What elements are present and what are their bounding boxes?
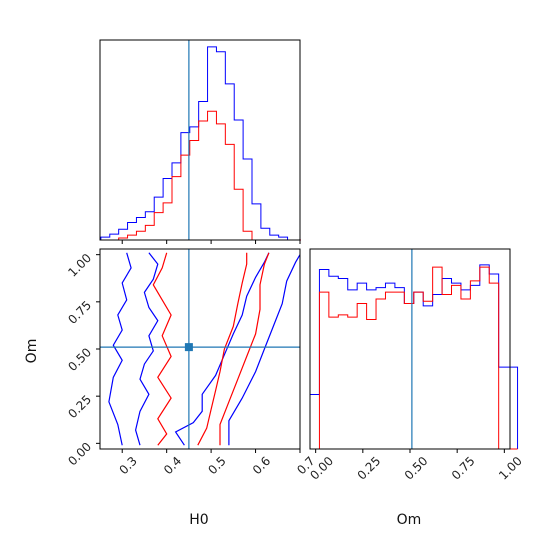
- om-hist-series-red: [310, 266, 518, 450]
- h0-histogram-panel: [99, 39, 301, 244]
- truth-point-marker: [184, 343, 193, 352]
- om-hist-xtick-label: 1.00: [496, 454, 525, 483]
- h0-hist-series-red: [100, 110, 301, 241]
- om-hist-xtick-label: 0.25: [355, 454, 384, 483]
- h0-om-contour-panel: 0.3 0.4 0.5 0.6 0.70.000.250.500.751.00: [65, 248, 318, 477]
- contour-ytick-label: 0.00: [65, 440, 94, 469]
- contour-red-level-1: [152, 252, 172, 446]
- om-marginal-axis-label: Om: [397, 512, 422, 528]
- contour-blue-level-4: [228, 254, 301, 446]
- om-hist-xtick-label: 0.50: [402, 454, 431, 483]
- contour-blue-level-1: [134, 252, 159, 446]
- contour-red-level-2: [197, 252, 248, 446]
- om-axis-label: Om: [24, 339, 40, 364]
- contour-ytick-label: 0.25: [65, 392, 94, 421]
- om-hist-xtick-label: 0.75: [449, 454, 478, 483]
- contour-blue-level-3: [108, 252, 132, 446]
- contour-xtick-label: 0.5: [205, 454, 228, 477]
- contour-frame: [99, 248, 301, 450]
- h0-hist-frame: [99, 39, 301, 241]
- contour-ytick-label: 1.00: [65, 251, 94, 280]
- contour-ytick-label: 0.50: [65, 345, 94, 374]
- contour-xtick-label: 0.3: [116, 454, 139, 477]
- h0-hist-series-blue: [100, 46, 301, 241]
- om-histogram-panel: 0.00 0.25 0.50 0.75 1.00: [307, 248, 525, 483]
- contour-xtick-label: 0.4: [161, 454, 184, 477]
- contour-red-level-3: [219, 252, 270, 446]
- h0-axis-label: H0: [189, 512, 208, 528]
- contour-ytick-label: 0.75: [65, 298, 94, 327]
- contour-blue-level-2: [174, 252, 270, 446]
- contour-xtick-label: 0.6: [250, 454, 273, 477]
